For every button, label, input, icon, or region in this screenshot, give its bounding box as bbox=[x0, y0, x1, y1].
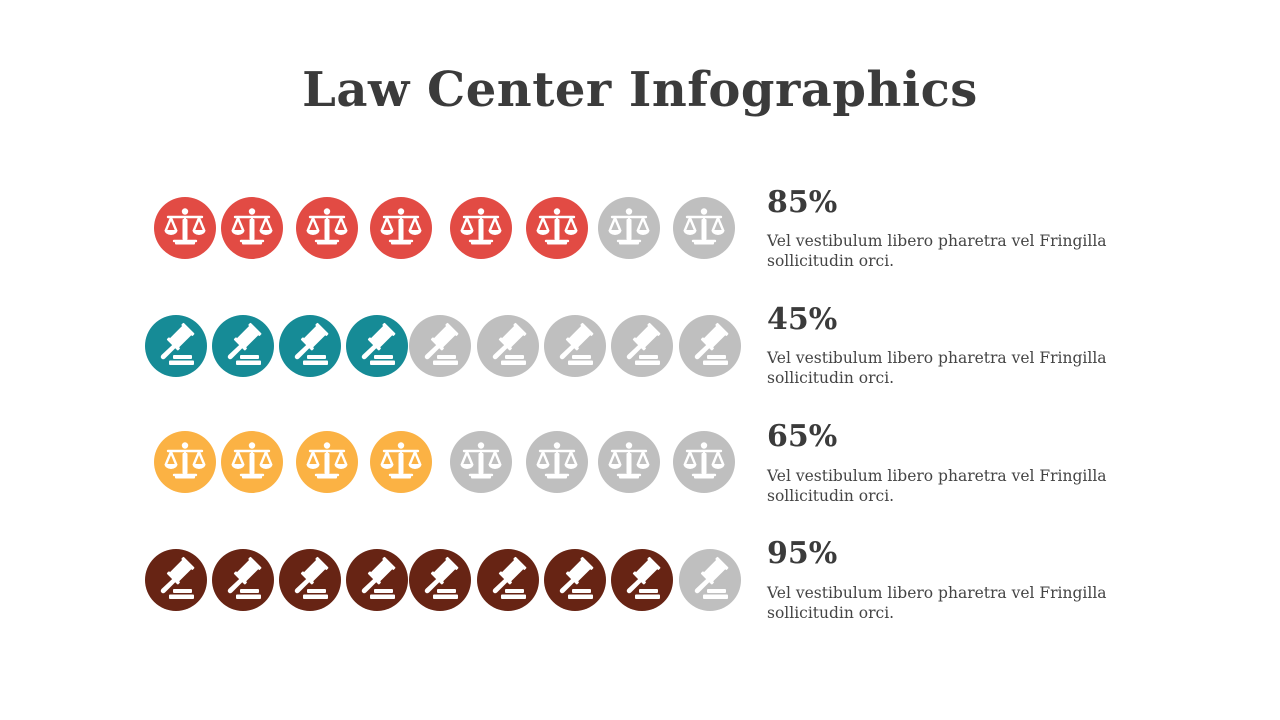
scales-icon bbox=[296, 197, 358, 259]
scales-icon bbox=[370, 197, 432, 259]
gavel-icon bbox=[212, 549, 274, 611]
description: Vel vestibulum libero pharetra vel Fring… bbox=[767, 584, 1107, 622]
percent-label: 45% bbox=[767, 302, 838, 337]
gavel-icon bbox=[409, 315, 471, 377]
percent-label: 95% bbox=[767, 536, 838, 571]
scales-icon bbox=[221, 197, 283, 259]
scales-icon bbox=[673, 197, 735, 259]
scales-icon bbox=[296, 431, 358, 493]
gavel-icon bbox=[611, 549, 673, 611]
description: Vel vestibulum libero pharetra vel Fring… bbox=[767, 349, 1107, 387]
scales-icon bbox=[526, 431, 588, 493]
scales-icon bbox=[450, 197, 512, 259]
scales-icon bbox=[154, 197, 216, 259]
percent-label: 85% bbox=[767, 185, 838, 220]
gavel-icon bbox=[346, 549, 408, 611]
gavel-icon bbox=[477, 315, 539, 377]
gavel-icon bbox=[212, 315, 274, 377]
gavel-icon bbox=[409, 549, 471, 611]
row-1: 85% Vel vestibulum libero pharetra vel F… bbox=[0, 185, 1280, 310]
gavel-icon bbox=[145, 315, 207, 377]
scales-icon bbox=[221, 431, 283, 493]
scales-icon bbox=[526, 197, 588, 259]
description: Vel vestibulum libero pharetra vel Fring… bbox=[767, 232, 1107, 270]
gavel-icon bbox=[477, 549, 539, 611]
scales-icon bbox=[598, 431, 660, 493]
scales-icon bbox=[154, 431, 216, 493]
scales-icon bbox=[450, 431, 512, 493]
percent-label: 65% bbox=[767, 419, 838, 454]
scales-icon bbox=[598, 197, 660, 259]
description: Vel vestibulum libero pharetra vel Fring… bbox=[767, 467, 1107, 505]
row-3: 65% Vel vestibulum libero pharetra vel F… bbox=[0, 419, 1280, 544]
gavel-icon bbox=[679, 315, 741, 377]
row-2: 45% Vel vestibulum libero pharetra vel F… bbox=[0, 302, 1280, 427]
gavel-icon bbox=[611, 315, 673, 377]
row-4: 95% Vel vestibulum libero pharetra vel F… bbox=[0, 536, 1280, 661]
gavel-icon bbox=[279, 549, 341, 611]
page-title: Law Center Infographics bbox=[302, 62, 978, 118]
gavel-icon bbox=[346, 315, 408, 377]
gavel-icon bbox=[145, 549, 207, 611]
scales-icon bbox=[673, 431, 735, 493]
gavel-icon bbox=[679, 549, 741, 611]
scales-icon bbox=[370, 431, 432, 493]
gavel-icon bbox=[544, 315, 606, 377]
gavel-icon bbox=[544, 549, 606, 611]
gavel-icon bbox=[279, 315, 341, 377]
